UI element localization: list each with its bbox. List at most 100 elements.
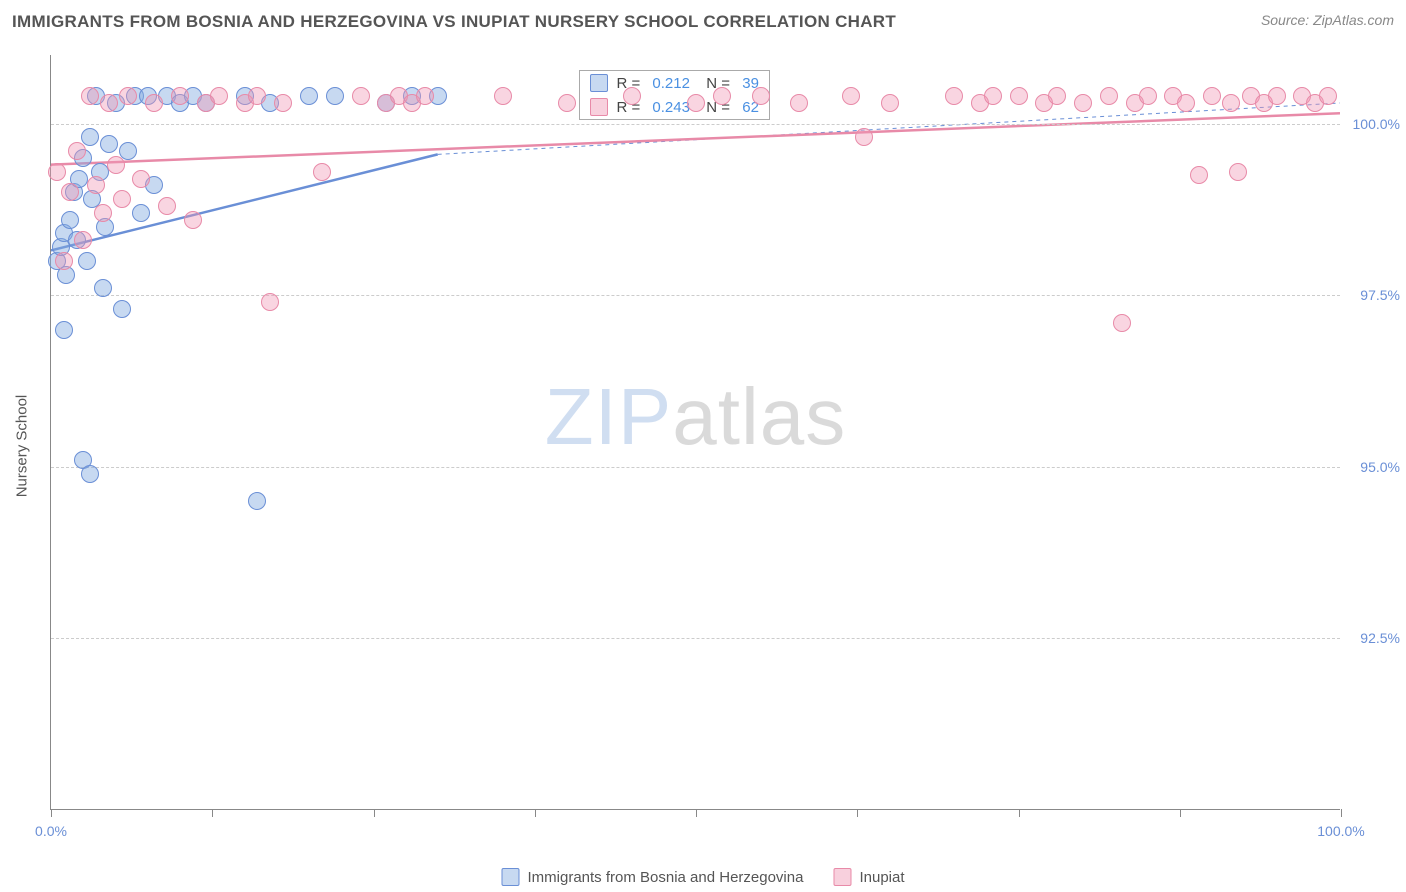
y-tick-label: 100.0% bbox=[1353, 116, 1400, 132]
data-point bbox=[100, 94, 118, 112]
data-point bbox=[74, 231, 92, 249]
data-point bbox=[313, 163, 331, 181]
data-point bbox=[48, 163, 66, 181]
data-point bbox=[78, 252, 96, 270]
data-point bbox=[132, 204, 150, 222]
data-point bbox=[1048, 87, 1066, 105]
trend-lines-svg bbox=[51, 55, 1340, 809]
x-tick bbox=[212, 809, 213, 817]
data-point bbox=[81, 465, 99, 483]
data-point bbox=[1100, 87, 1118, 105]
watermark-zip: ZIP bbox=[545, 372, 672, 461]
y-tick-label: 97.5% bbox=[1360, 287, 1400, 303]
data-point bbox=[881, 94, 899, 112]
chart-header: IMMIGRANTS FROM BOSNIA AND HERZEGOVINA V… bbox=[12, 12, 1394, 32]
data-point bbox=[61, 183, 79, 201]
watermark-atlas: atlas bbox=[672, 372, 846, 461]
data-point bbox=[1319, 87, 1337, 105]
x-tick bbox=[1019, 809, 1020, 817]
data-point bbox=[945, 87, 963, 105]
data-point bbox=[119, 142, 137, 160]
data-point bbox=[352, 87, 370, 105]
x-tick bbox=[535, 809, 536, 817]
plot-area: ZIPatlas R = 0.212 N = 39R = 0.243 N = 6… bbox=[50, 55, 1340, 810]
x-tick bbox=[1341, 809, 1342, 817]
data-point bbox=[300, 87, 318, 105]
data-point bbox=[113, 190, 131, 208]
watermark: ZIPatlas bbox=[545, 371, 846, 463]
legend-item: Immigrants from Bosnia and Herzegovina bbox=[501, 868, 803, 886]
legend-swatch bbox=[590, 74, 608, 92]
data-point bbox=[416, 87, 434, 105]
data-point bbox=[210, 87, 228, 105]
data-point bbox=[713, 87, 731, 105]
data-point bbox=[55, 252, 73, 270]
gridline bbox=[51, 638, 1340, 639]
data-point bbox=[1074, 94, 1092, 112]
legend-swatch bbox=[833, 868, 851, 886]
stats-legend-row: R = 0.243 N = 62 bbox=[580, 95, 768, 119]
legend-swatch bbox=[501, 868, 519, 886]
legend-swatch bbox=[590, 98, 608, 116]
chart-title: IMMIGRANTS FROM BOSNIA AND HERZEGOVINA V… bbox=[12, 12, 896, 32]
data-point bbox=[107, 156, 125, 174]
data-point bbox=[1113, 314, 1131, 332]
series-legend: Immigrants from Bosnia and Herzegovina In… bbox=[501, 868, 904, 886]
data-point bbox=[1268, 87, 1286, 105]
gridline bbox=[51, 467, 1340, 468]
legend-r-value: 0.243 bbox=[652, 99, 690, 116]
legend-label: Inupiat bbox=[859, 869, 904, 886]
gridline bbox=[51, 295, 1340, 296]
data-point bbox=[158, 197, 176, 215]
legend-label: Immigrants from Bosnia and Herzegovina bbox=[527, 869, 803, 886]
data-point bbox=[132, 170, 150, 188]
data-point bbox=[261, 293, 279, 311]
data-point bbox=[145, 94, 163, 112]
x-tick-label: 0.0% bbox=[35, 823, 67, 839]
x-tick bbox=[374, 809, 375, 817]
data-point bbox=[842, 87, 860, 105]
data-point bbox=[61, 211, 79, 229]
data-point bbox=[55, 321, 73, 339]
data-point bbox=[558, 94, 576, 112]
data-point bbox=[790, 94, 808, 112]
x-tick bbox=[857, 809, 858, 817]
data-point bbox=[494, 87, 512, 105]
x-tick bbox=[51, 809, 52, 817]
source-label: Source: ZipAtlas.com bbox=[1261, 12, 1394, 28]
data-point bbox=[248, 87, 266, 105]
stats-legend: R = 0.212 N = 39R = 0.243 N = 62 bbox=[579, 70, 769, 120]
data-point bbox=[1139, 87, 1157, 105]
data-point bbox=[113, 300, 131, 318]
y-axis-label: Nursery School bbox=[14, 395, 31, 498]
stats-legend-row: R = 0.212 N = 39 bbox=[580, 71, 768, 95]
gridline bbox=[51, 124, 1340, 125]
data-point bbox=[1229, 163, 1247, 181]
data-point bbox=[687, 94, 705, 112]
data-point bbox=[855, 128, 873, 146]
y-tick-label: 95.0% bbox=[1360, 459, 1400, 475]
data-point bbox=[81, 128, 99, 146]
data-point bbox=[94, 204, 112, 222]
data-point bbox=[1203, 87, 1221, 105]
data-point bbox=[87, 176, 105, 194]
data-point bbox=[184, 211, 202, 229]
data-point bbox=[1222, 94, 1240, 112]
data-point bbox=[100, 135, 118, 153]
data-point bbox=[1190, 166, 1208, 184]
data-point bbox=[984, 87, 1002, 105]
legend-r-value: 0.212 bbox=[652, 75, 690, 92]
x-tick-label: 100.0% bbox=[1317, 823, 1364, 839]
data-point bbox=[623, 87, 641, 105]
data-point bbox=[752, 87, 770, 105]
data-point bbox=[94, 279, 112, 297]
data-point bbox=[119, 87, 137, 105]
y-tick-label: 92.5% bbox=[1360, 630, 1400, 646]
legend-item: Inupiat bbox=[833, 868, 904, 886]
data-point bbox=[68, 142, 86, 160]
x-tick bbox=[1180, 809, 1181, 817]
data-point bbox=[274, 94, 292, 112]
data-point bbox=[81, 87, 99, 105]
data-point bbox=[171, 87, 189, 105]
data-point bbox=[248, 492, 266, 510]
